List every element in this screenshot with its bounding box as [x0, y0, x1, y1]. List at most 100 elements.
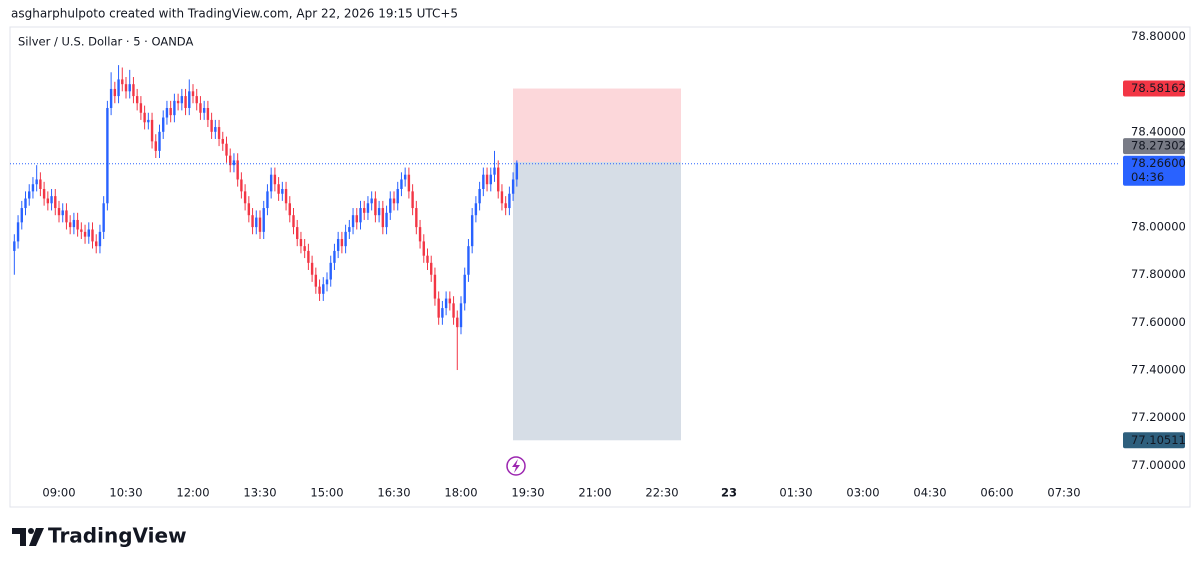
candle [28, 184, 31, 206]
candle-body [366, 203, 370, 213]
candle [359, 200, 362, 230]
candle [288, 196, 291, 223]
candle-body [400, 179, 403, 189]
candle [87, 222, 90, 244]
candle [98, 224, 102, 254]
x-tick-label: 21:00 [578, 486, 611, 500]
entry-label-bg [1123, 138, 1185, 155]
x-tick-label: 01:30 [779, 486, 812, 500]
candle [184, 88, 187, 116]
candle [403, 167, 407, 187]
candle-body [16, 222, 20, 242]
y-tick-label: 77.20000 [1131, 410, 1186, 424]
candle [13, 234, 16, 275]
logo-icon [12, 528, 44, 546]
candle [54, 188, 57, 216]
candle [206, 100, 210, 128]
candle-body [482, 174, 485, 189]
candle-body [217, 127, 221, 139]
candle [214, 119, 217, 139]
chart-title: Silver / U.S. Dollar · 5 · OANDA [18, 35, 193, 49]
candle [109, 72, 113, 116]
candle [292, 208, 295, 235]
candle-body [459, 303, 463, 328]
candle [511, 172, 515, 201]
candle [348, 219, 351, 240]
candle-body [68, 222, 72, 228]
candle-body [195, 96, 198, 104]
candle-body [310, 262, 314, 275]
candle-body [314, 274, 318, 287]
candle [150, 112, 154, 149]
candle [39, 172, 42, 197]
candle-body [39, 179, 42, 189]
candle [422, 234, 425, 263]
candle [351, 208, 355, 235]
candle-body [229, 155, 232, 166]
candle-body [13, 241, 16, 251]
candle-body [266, 191, 269, 209]
candle-body [318, 286, 321, 294]
candle-body [83, 231, 87, 237]
candle [65, 203, 68, 230]
candle-body [497, 167, 500, 192]
candle [255, 210, 258, 235]
candle-body [452, 303, 455, 318]
candle [199, 96, 202, 120]
candle-body [35, 179, 38, 185]
candle [303, 239, 306, 259]
candle-body [176, 100, 180, 104]
candle-body [508, 193, 511, 209]
candle-body [91, 229, 94, 242]
candle [20, 200, 23, 230]
candle [489, 167, 492, 192]
candle-body [485, 174, 489, 185]
candle [467, 239, 470, 282]
candle [162, 110, 165, 139]
candle-body [95, 241, 98, 247]
candle [169, 100, 172, 123]
candle-body [80, 229, 83, 232]
candle [173, 93, 176, 123]
candle-body [87, 229, 90, 237]
target-zone [513, 162, 681, 441]
candle-body [20, 208, 23, 223]
candle [16, 215, 20, 249]
candle-body [437, 298, 440, 318]
candle-body [389, 198, 392, 213]
candle-body [478, 188, 481, 204]
candle [500, 184, 504, 211]
candle [333, 243, 336, 270]
candle [132, 77, 135, 104]
candle-body [221, 138, 224, 144]
candle-body [232, 160, 236, 166]
logo-text: TradingView [48, 524, 187, 548]
y-tick-label: 77.80000 [1131, 267, 1186, 281]
candle-body [284, 188, 288, 204]
candle-body [355, 215, 358, 223]
x-tick-label: 18:00 [444, 486, 477, 500]
candle [322, 277, 325, 301]
candle-body [143, 112, 146, 123]
candle [24, 191, 27, 216]
candle [221, 131, 224, 151]
candle [210, 112, 213, 139]
candle [117, 65, 120, 104]
candle-body [515, 162, 519, 180]
candle [68, 215, 72, 235]
y-tick-label: 77.60000 [1131, 315, 1186, 329]
candle-body [251, 215, 254, 228]
candle [269, 167, 273, 199]
candle-body [336, 239, 340, 251]
candle [426, 248, 429, 270]
candle-body [258, 217, 262, 232]
candle-body [403, 174, 407, 180]
candle-body [46, 198, 50, 204]
candle-body [500, 191, 504, 204]
candle [76, 212, 79, 237]
candle [139, 96, 143, 120]
candle [191, 84, 195, 104]
candle-body [422, 241, 425, 256]
candle-body [128, 84, 131, 92]
